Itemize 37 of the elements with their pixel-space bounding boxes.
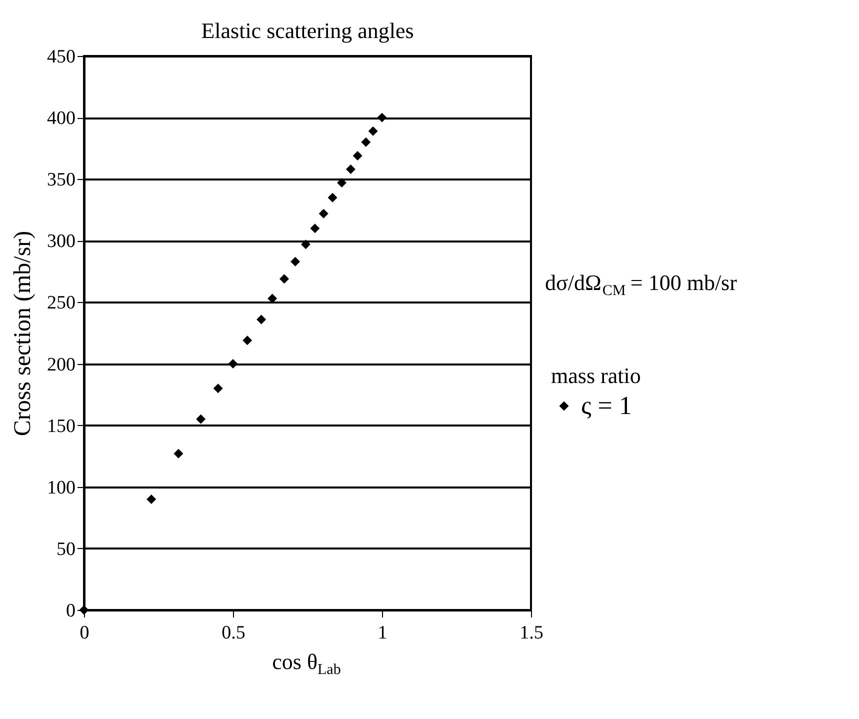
point — [300, 240, 310, 250]
point — [242, 336, 252, 346]
y-tick-label: 50 — [56, 538, 76, 560]
point — [196, 414, 206, 424]
point — [377, 112, 387, 122]
point — [310, 224, 320, 234]
legend-title: mass ratio — [551, 363, 641, 388]
legend-label: ς = 1 — [581, 391, 632, 420]
x-tick-label: 1 — [378, 622, 388, 644]
point — [346, 164, 356, 174]
point — [146, 494, 156, 504]
y-tick-label: 0 — [66, 600, 76, 622]
point — [337, 178, 347, 188]
point — [280, 274, 289, 284]
y-tick-label: 300 — [47, 231, 76, 252]
x-tick-label: 0 — [80, 622, 90, 644]
y-tick-label: 450 — [47, 46, 76, 68]
y-tick-label: 350 — [47, 170, 76, 191]
y-axis-title: Cross section (mb/sr) — [10, 230, 36, 436]
point — [361, 137, 371, 147]
point — [328, 192, 338, 202]
y-tick-label: 200 — [47, 354, 76, 376]
x-tick-label: 0.5 — [222, 622, 246, 644]
point — [228, 359, 238, 369]
point — [352, 150, 362, 160]
point — [174, 448, 184, 458]
y-tick-label: 150 — [47, 416, 76, 437]
y-tick-label: 250 — [47, 292, 76, 314]
point — [368, 126, 378, 136]
x-tick-label: 1.5 — [520, 622, 544, 644]
point — [290, 256, 300, 266]
y-tick-label: 400 — [47, 108, 76, 130]
point — [213, 384, 223, 394]
point — [318, 208, 328, 218]
y-tick-label: 100 — [47, 477, 76, 498]
point — [256, 314, 266, 324]
chart-title: Elastic scattering angles — [201, 18, 414, 43]
